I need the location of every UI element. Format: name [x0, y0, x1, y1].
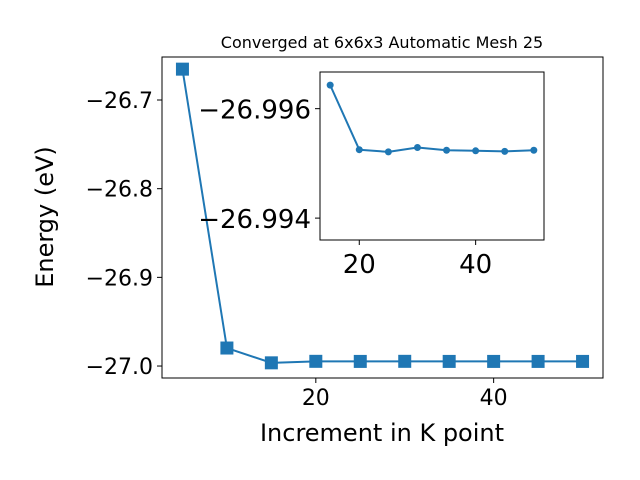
inset-data-point	[472, 147, 480, 155]
inset-data-point	[326, 81, 334, 89]
inset-axes-frame	[319, 71, 545, 241]
main-y-tick-label: −27.0	[86, 355, 153, 380]
main-x-tick-label: 20	[302, 386, 330, 411]
inset-x-tick-label: 20	[343, 250, 376, 280]
inset-data-point	[501, 147, 509, 155]
main-data-point	[220, 341, 234, 355]
main-data-point	[309, 354, 323, 368]
inset-y-tick-label: −26.996	[198, 96, 311, 126]
main-data-point	[353, 354, 367, 368]
inset-data-point	[413, 144, 421, 152]
main-y-tick-label: −26.9	[86, 266, 153, 291]
inset-series-line	[329, 84, 534, 153]
main-series-line	[181, 68, 583, 364]
main-data-point	[175, 62, 189, 76]
main-y-tick-label: −26.7	[86, 89, 153, 114]
main-data-point	[442, 354, 456, 368]
inset-data-point	[355, 146, 363, 154]
inset-plot: 20 40 −26.996 −26.994	[198, 71, 545, 280]
y-axis-label: Energy (eV)	[31, 146, 59, 288]
main-data-point	[398, 354, 412, 368]
inset-x-tick-label: 40	[459, 250, 492, 280]
main-x-tick-label: 40	[480, 386, 508, 411]
inset-data-point	[384, 148, 392, 156]
main-data-point	[487, 354, 501, 368]
main-data-point	[264, 356, 278, 370]
inset-data-point	[443, 146, 451, 154]
chart-title: Converged at 6x6x3 Automatic Mesh 25	[221, 33, 543, 52]
main-data-point	[576, 354, 590, 368]
x-axis-label: Increment in K point	[260, 419, 504, 447]
inset-y-tick-label: −26.994	[198, 205, 311, 235]
main-data-point	[531, 354, 545, 368]
main-y-tick-label: −26.8	[86, 178, 153, 203]
inset-data-point	[530, 146, 538, 154]
